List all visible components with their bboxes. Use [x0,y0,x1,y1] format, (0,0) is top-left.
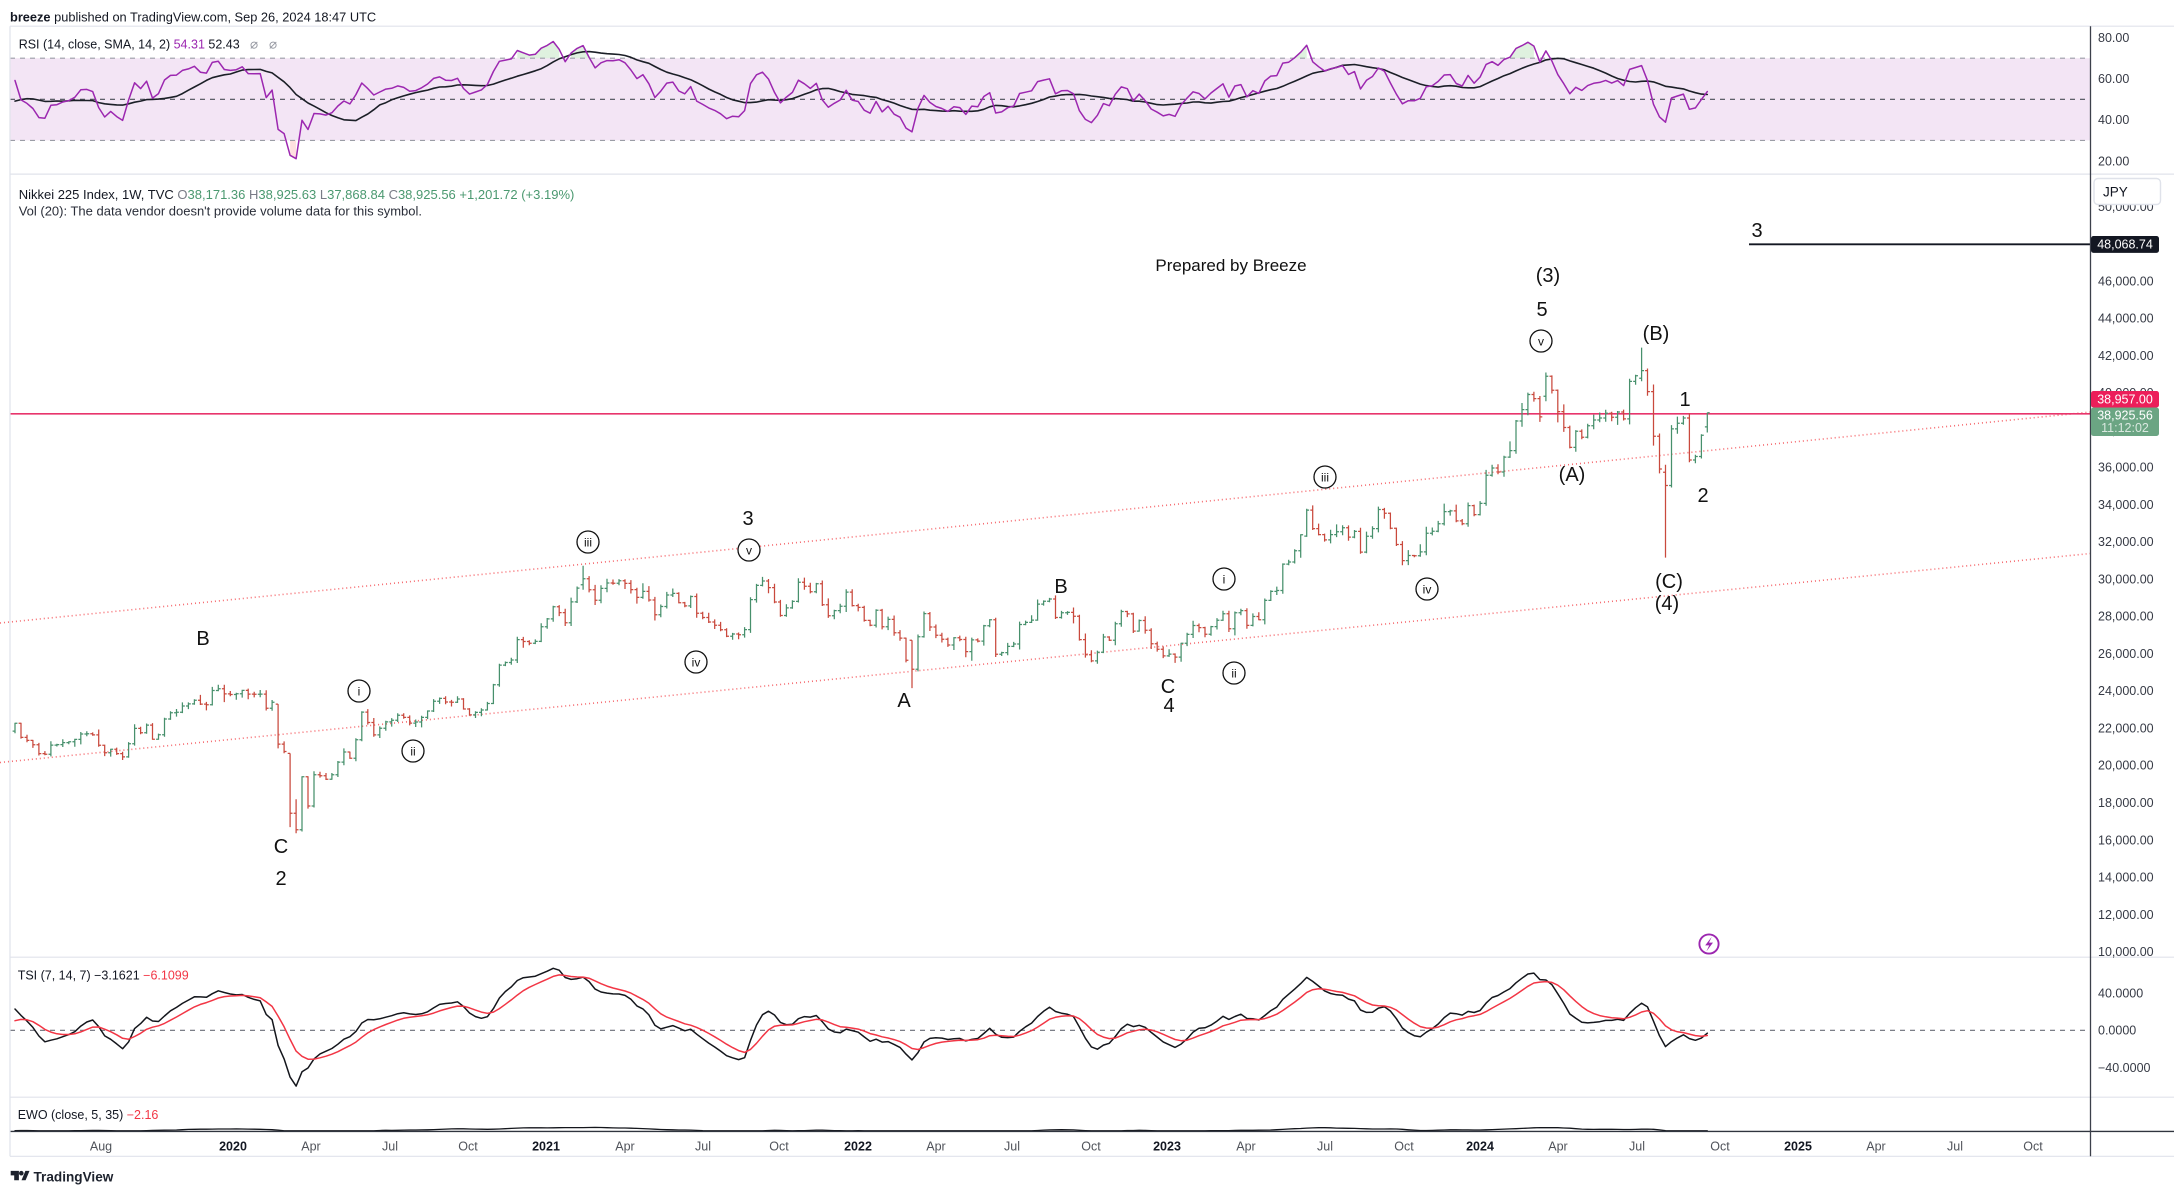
svg-text:2020: 2020 [219,1140,247,1154]
svg-text:iv: iv [1423,583,1432,597]
svg-text:2025: 2025 [1784,1140,1812,1154]
svg-text:2: 2 [1697,485,1708,507]
svg-text:Jul: Jul [1947,1140,1963,1154]
svg-text:C: C [274,836,288,858]
svg-text:(4): (4) [1655,593,1679,615]
svg-text:Oct: Oct [1081,1140,1101,1154]
svg-text:Apr: Apr [1866,1140,1885,1154]
svg-text:11:12:02: 11:12:02 [2101,421,2149,435]
svg-text:48,068.74: 48,068.74 [2097,238,2153,252]
svg-text:Jul: Jul [382,1140,398,1154]
svg-text:2023: 2023 [1153,1140,1181,1154]
svg-text:Jul: Jul [1004,1140,1020,1154]
svg-text:60.00: 60.00 [2098,72,2129,86]
svg-text:24,000.00: 24,000.00 [2098,684,2154,698]
svg-text:RSI (14, close, SMA, 14, 2) 5: RSI (14, close, SMA, 14, 2) 54.31 52.43 [19,38,240,52]
svg-text:⌀: ⌀ [269,37,277,52]
svg-text:80.00: 80.00 [2098,31,2129,45]
svg-text:Apr: Apr [926,1140,945,1154]
svg-text:Oct: Oct [2023,1140,2043,1154]
svg-text:26,000.00: 26,000.00 [2098,647,2154,661]
svg-text:EWO (close, 5, 35) −2.16: EWO (close, 5, 35) −2.16 [18,1108,159,1122]
svg-text:28,000.00: 28,000.00 [2098,610,2154,624]
svg-text:ii: ii [1231,667,1236,681]
svg-text:Oct: Oct [769,1140,789,1154]
svg-text:4: 4 [1163,695,1174,717]
svg-text:(C): (C) [1655,571,1683,593]
svg-text:42,000.00: 42,000.00 [2098,349,2154,363]
svg-text:(B): (B) [1643,323,1670,345]
svg-text:B: B [196,628,209,650]
svg-text:Jul: Jul [1629,1140,1645,1154]
svg-text:JPY: JPY [2103,185,2128,200]
svg-text:40.00: 40.00 [2098,113,2129,127]
svg-text:i: i [1223,573,1226,587]
svg-text:Oct: Oct [458,1140,478,1154]
svg-text:2: 2 [275,868,286,890]
svg-text:Oct: Oct [1710,1140,1730,1154]
svg-text:Nikkei 225 Index, 1W, TVC O38: Nikkei 225 Index, 1W, TVC O38,171.36 H38… [19,187,575,202]
svg-text:20,000.00: 20,000.00 [2098,759,2154,773]
svg-text:12,000.00: 12,000.00 [2098,908,2154,922]
svg-text:C: C [1161,676,1175,698]
svg-text:5: 5 [1536,299,1547,321]
svg-text:i: i [358,685,361,699]
svg-text:10,000.00: 10,000.00 [2098,945,2154,959]
svg-text:20.00: 20.00 [2098,154,2129,168]
svg-text:TradingView: TradingView [34,1170,114,1185]
svg-text:3: 3 [742,508,753,530]
svg-text:iv: iv [692,656,701,670]
svg-text:18,000.00: 18,000.00 [2098,796,2154,810]
svg-text:breeze published on TradingVie: breeze published on TradingView.com, Sep… [10,10,376,25]
svg-text:2021: 2021 [532,1140,560,1154]
svg-text:38,957.00: 38,957.00 [2097,393,2153,407]
svg-text:36,000.00: 36,000.00 [2098,461,2154,475]
svg-text:16,000.00: 16,000.00 [2098,833,2154,847]
svg-text:Oct: Oct [1394,1140,1414,1154]
svg-text:14,000.00: 14,000.00 [2098,871,2154,885]
svg-text:32,000.00: 32,000.00 [2098,535,2154,549]
svg-text:Jul: Jul [1317,1140,1333,1154]
svg-text:44,000.00: 44,000.00 [2098,312,2154,326]
svg-text:TSI (7, 14, 7) −3.1621 −6.10: TSI (7, 14, 7) −3.1621 −6.1099 [18,969,189,983]
svg-text:(3): (3) [1536,265,1560,287]
svg-text:2024: 2024 [1466,1140,1494,1154]
svg-text:iii: iii [1321,471,1329,485]
svg-text:Prepared by Breeze: Prepared by Breeze [1155,256,1306,275]
svg-text:0.0000: 0.0000 [2098,1024,2136,1038]
svg-text:⌀: ⌀ [250,37,258,52]
svg-text:Aug: Aug [90,1140,112,1154]
svg-text:iii: iii [584,536,592,550]
svg-text:40.0000: 40.0000 [2098,986,2143,1000]
svg-text:A: A [897,690,911,712]
svg-text:2022: 2022 [844,1140,872,1154]
svg-text:ii: ii [410,745,415,759]
svg-text:Jul: Jul [695,1140,711,1154]
svg-text:Apr: Apr [301,1140,320,1154]
svg-text:Apr: Apr [1548,1140,1567,1154]
svg-text:(A): (A) [1559,464,1586,486]
svg-text:22,000.00: 22,000.00 [2098,722,2154,736]
svg-text:Apr: Apr [615,1140,634,1154]
svg-text:1: 1 [1679,389,1690,411]
svg-text:v: v [746,544,752,558]
svg-text:Vol (20): The data vendor does: Vol (20): The data vendor doesn't provid… [19,203,422,218]
svg-text:3: 3 [1751,220,1762,242]
svg-text:B: B [1054,576,1067,598]
svg-text:34,000.00: 34,000.00 [2098,498,2154,512]
svg-text:−40.0000: −40.0000 [2098,1061,2151,1075]
svg-text:46,000.00: 46,000.00 [2098,274,2154,288]
svg-text:v: v [1538,335,1544,349]
svg-text:Apr: Apr [1236,1140,1255,1154]
svg-text:38,925.56: 38,925.56 [2097,408,2153,422]
svg-text:30,000.00: 30,000.00 [2098,572,2154,586]
